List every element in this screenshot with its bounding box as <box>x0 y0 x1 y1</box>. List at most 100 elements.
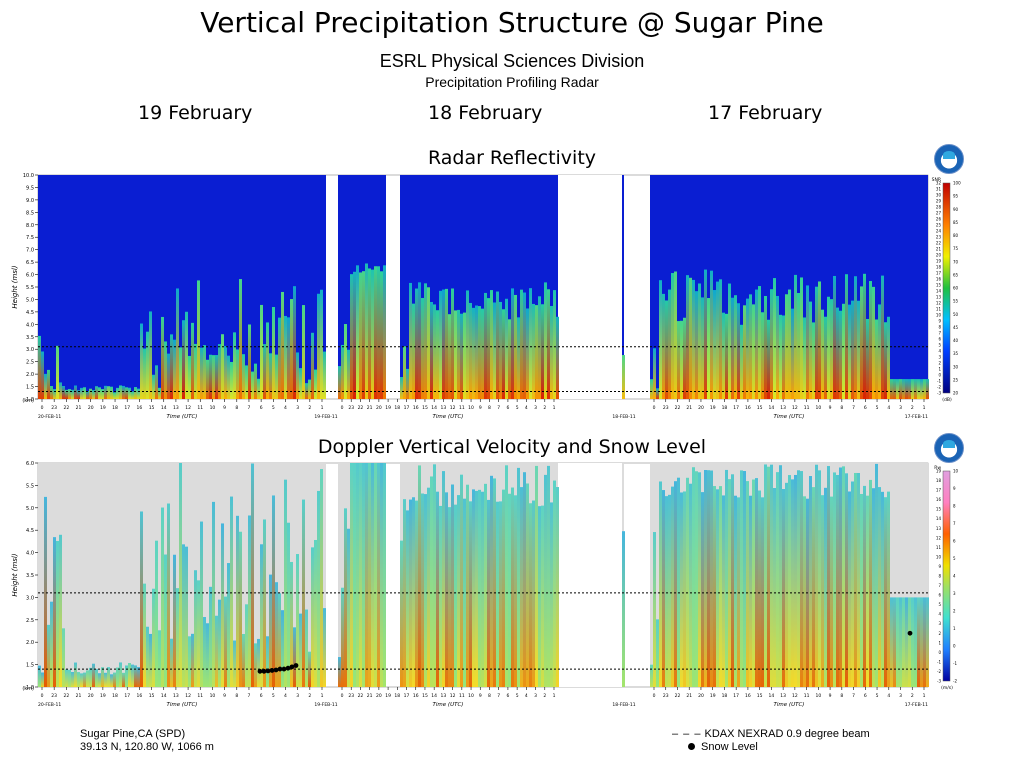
heatmap-column <box>242 354 245 399</box>
x-tick-label: 14 <box>769 693 775 699</box>
y-tick-label: 3.0 <box>26 347 34 353</box>
heatmap-column <box>761 312 764 399</box>
colorbar-right-tick: 40 <box>953 338 959 343</box>
heatmap-column <box>80 387 83 399</box>
heatmap-column <box>230 496 233 687</box>
y-tick-label: 1.5 <box>26 663 34 669</box>
heatmap-column <box>448 507 451 687</box>
heatmap-column <box>887 316 890 399</box>
y-tick-label: 3.5 <box>26 573 34 579</box>
velocity-chart: 1.0 1.5 2.0 2.5 3.0 3.5 4.0 4.5 5.0 5.5 6.0 (km) Hei… <box>11 461 959 708</box>
heatmap-column <box>770 289 773 399</box>
x-tick-label: 12 <box>185 405 191 411</box>
heatmap-column <box>713 290 716 399</box>
heatmap-column <box>254 643 257 687</box>
heatmap-column <box>95 386 98 399</box>
heatmap-column <box>668 289 671 399</box>
heatmap-column <box>215 355 218 399</box>
heatmap-column <box>529 503 532 687</box>
x-tick-label: 5 <box>876 693 879 699</box>
heatmap-column <box>719 279 722 399</box>
x-tick-label: 19 <box>710 405 716 411</box>
noaa-logo-icon <box>934 144 964 174</box>
x-tick-label: 4 <box>525 693 528 699</box>
heatmap-column <box>677 321 680 399</box>
x-tick-label: 3 <box>534 693 537 699</box>
heatmap-column <box>128 387 131 399</box>
heatmap-column <box>53 537 56 687</box>
heatmap-column <box>272 307 275 399</box>
heatmap-column <box>472 307 475 399</box>
colorbar-left-tick: 12 <box>936 535 942 540</box>
colorbar-left-tick: 11 <box>936 307 942 312</box>
colorbar-unit: (dB) <box>942 397 952 403</box>
heatmap-column <box>320 289 323 399</box>
heatmap-column <box>791 308 794 399</box>
heatmap-column <box>53 389 56 399</box>
x-tick-label: 9 <box>479 405 482 411</box>
heatmap-column <box>56 345 59 399</box>
heatmap-column <box>716 489 719 687</box>
heatmap-column <box>526 483 529 687</box>
heatmap-column <box>146 626 149 687</box>
colorbar-left-tick: 19 <box>936 469 942 474</box>
heatmap-column <box>439 290 442 399</box>
x-tick-label: 0 <box>653 405 656 411</box>
heatmap-column <box>460 313 463 399</box>
x-tick-label: 2 <box>308 405 311 411</box>
heatmap-column <box>683 491 686 687</box>
heatmap-column <box>484 483 487 687</box>
colorbar-right-tick: 1 <box>953 626 956 631</box>
heatmap-column <box>412 303 415 399</box>
colorbar-left-tick: 30 <box>936 193 942 198</box>
heatmap-column <box>350 463 353 687</box>
x-tick-label: 16 <box>413 405 419 411</box>
heatmap-column <box>653 532 656 687</box>
heatmap-column <box>758 286 761 399</box>
colorbar-left-tick: 31 <box>936 187 942 192</box>
heatmap-column <box>908 597 911 687</box>
colorbar-left-tick: 6 <box>938 337 941 342</box>
heatmap-column <box>296 352 299 399</box>
heatmap-column <box>236 349 239 399</box>
x-tick-label: 12 <box>185 693 191 699</box>
y-tick-label: 5.0 <box>26 297 34 303</box>
heatmap-column <box>104 672 107 687</box>
heatmap-column <box>197 580 200 687</box>
heatmap-column <box>496 501 499 687</box>
heatmap-column <box>296 554 299 687</box>
heatmap-column <box>451 288 454 399</box>
colorbar-left-tick: 16 <box>936 497 942 502</box>
heatmap-column <box>68 388 71 399</box>
data-gap <box>558 463 622 687</box>
heatmap-column <box>430 301 433 399</box>
colorbar-left-tick: 4 <box>938 612 941 617</box>
colorbar-left-tick: 19 <box>936 259 942 264</box>
heatmap-column <box>914 597 917 687</box>
x-axis-label: Time (UTC) <box>433 414 464 420</box>
heatmap-column <box>155 540 158 687</box>
noaa-logo-icon <box>934 433 964 463</box>
heatmap-column <box>158 387 161 399</box>
heatmap-column <box>415 288 418 399</box>
colorbar-left-tick: 26 <box>936 217 942 222</box>
heatmap-column <box>827 466 830 687</box>
y-tick-label: 7.5 <box>26 235 34 241</box>
y-tick-label: 4.0 <box>26 551 34 557</box>
heatmap-column <box>896 379 899 399</box>
heatmap-column <box>415 500 418 687</box>
heatmap-column <box>490 290 493 399</box>
x-tick-label: 17 <box>733 405 739 411</box>
heatmap-column <box>463 312 466 399</box>
date-label: 19-FEB-11 <box>314 414 337 420</box>
heatmap-column <box>191 322 194 399</box>
heatmap-column <box>710 470 713 687</box>
x-tick-label: 10 <box>468 405 474 411</box>
y-tick-label: 4.0 <box>26 322 34 328</box>
x-tick-label: 2 <box>543 405 546 411</box>
heatmap-column <box>263 519 266 687</box>
heatmap-column <box>86 391 89 399</box>
heatmap-column <box>740 470 743 687</box>
heatmap-column <box>695 471 698 687</box>
colorbar-left-tick: 18 <box>936 265 942 270</box>
